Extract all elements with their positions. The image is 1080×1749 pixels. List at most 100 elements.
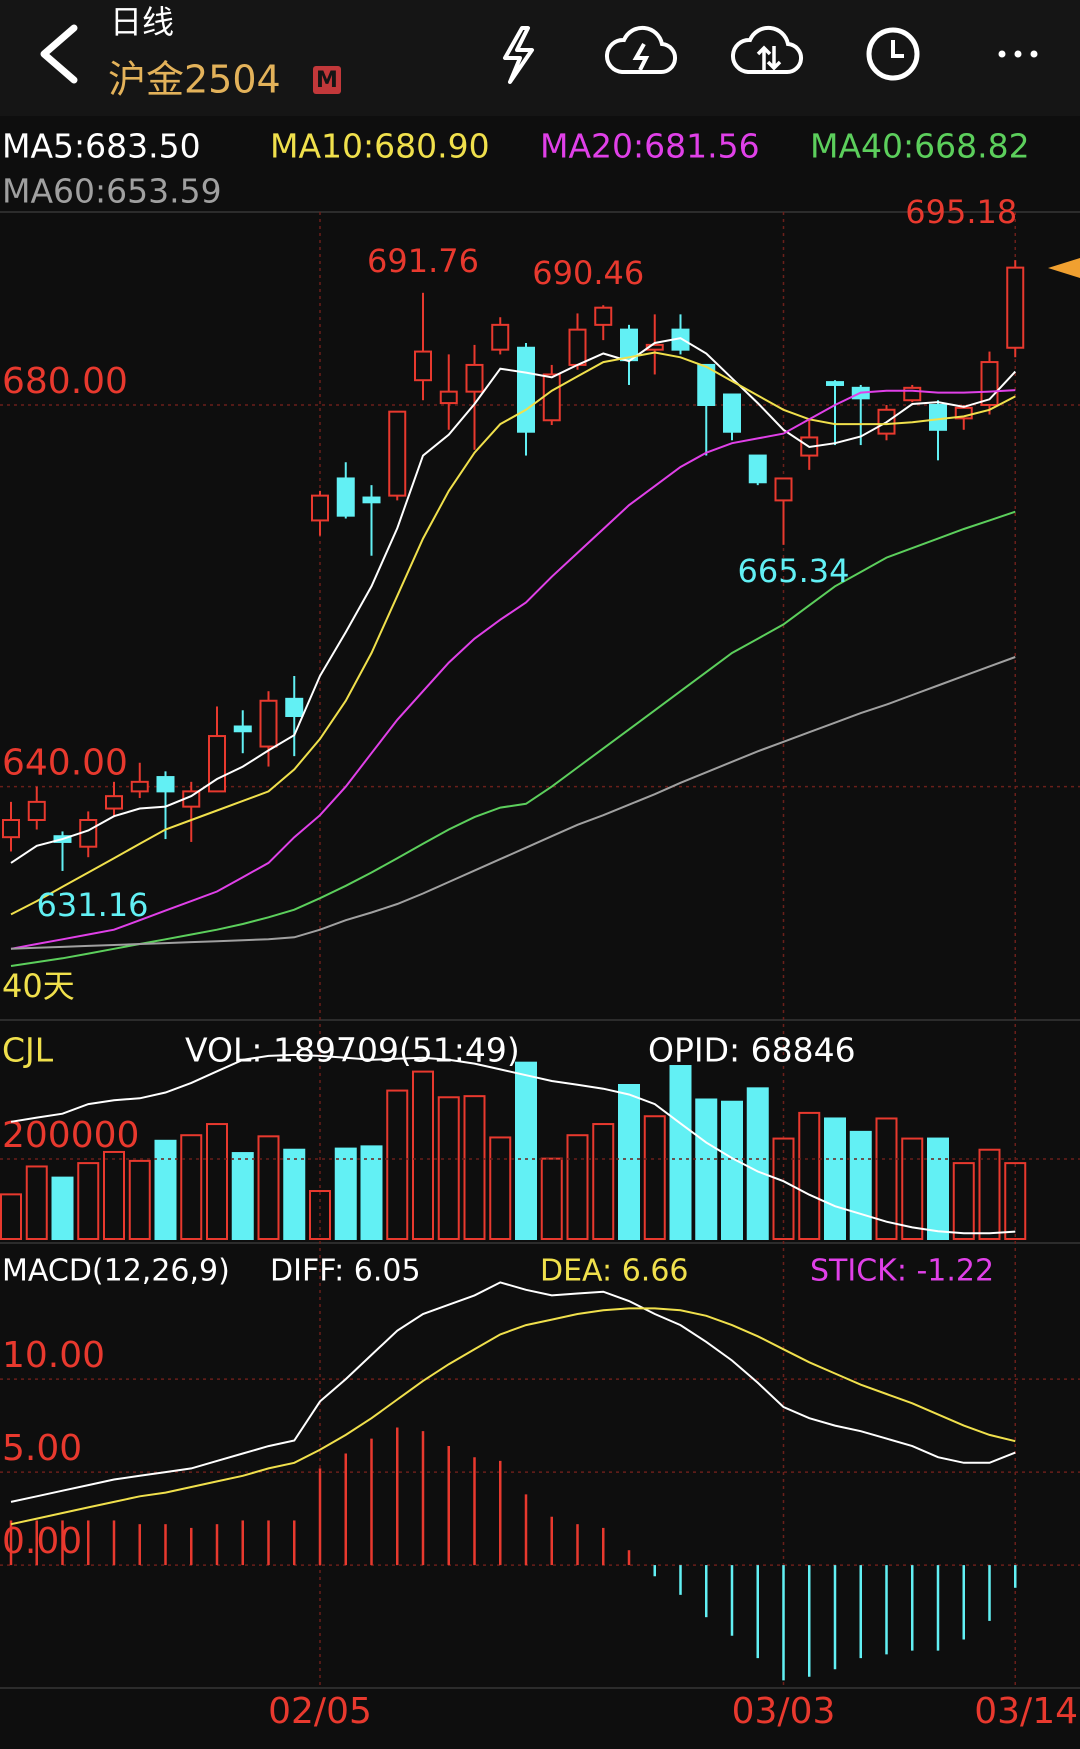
volume-bar bbox=[180, 1134, 203, 1241]
volume-bar bbox=[566, 1134, 589, 1241]
volume-bar bbox=[309, 1190, 331, 1240]
y-tick-label: 10.00 bbox=[2, 1335, 105, 1376]
candle-body bbox=[439, 390, 458, 405]
candle-body bbox=[568, 328, 587, 366]
clock-icon[interactable] bbox=[866, 27, 920, 81]
volume-bar bbox=[386, 1089, 409, 1241]
candle-body bbox=[388, 410, 407, 497]
volume-bar bbox=[51, 1176, 74, 1240]
volume-bar bbox=[1004, 1162, 1027, 1241]
volume-bar bbox=[952, 1162, 975, 1241]
candle-body bbox=[130, 780, 149, 793]
volume-bar bbox=[463, 1095, 486, 1240]
volume-bar bbox=[978, 1148, 1001, 1240]
price-annotation: 665.34 bbox=[738, 552, 850, 590]
y-tick-label: 5.00 bbox=[2, 1428, 82, 1469]
volume-bar bbox=[437, 1096, 460, 1240]
cloud-sync-icon[interactable] bbox=[731, 25, 804, 75]
volume-bar bbox=[334, 1147, 357, 1240]
back-button[interactable] bbox=[40, 24, 78, 84]
candle-body bbox=[285, 697, 304, 718]
badge: M bbox=[316, 68, 338, 93]
candle-body bbox=[1006, 266, 1025, 349]
volume-bar bbox=[540, 1157, 563, 1240]
clock-hands bbox=[891, 40, 904, 58]
volume-bar bbox=[231, 1152, 254, 1240]
more-dot[interactable] bbox=[998, 50, 1006, 58]
volume-bar bbox=[103, 1150, 125, 1241]
candle-body bbox=[156, 776, 175, 793]
legend-entry: MA5:683.50 bbox=[2, 127, 201, 166]
candle-body bbox=[2, 818, 20, 839]
volume-bar bbox=[798, 1111, 821, 1240]
legend-entry: STICK: -1.22 bbox=[810, 1254, 994, 1289]
flash-icon[interactable] bbox=[503, 26, 534, 84]
cloud-sync-arrows bbox=[756, 45, 782, 71]
volume-label: VOL: 189709(51:49) bbox=[185, 1031, 520, 1070]
volume-bar bbox=[25, 1165, 48, 1240]
volume-bar bbox=[283, 1148, 306, 1240]
series-line bbox=[10, 1307, 1016, 1526]
price-annotation: 631.16 bbox=[37, 886, 149, 924]
volume-bar bbox=[901, 1137, 924, 1241]
series-line bbox=[10, 337, 1017, 864]
candle-body bbox=[903, 386, 922, 402]
series-line bbox=[10, 656, 1016, 950]
candle-body bbox=[517, 346, 535, 433]
volume-bar bbox=[77, 1162, 100, 1241]
legend-entry: OPID: 68846 bbox=[648, 1031, 856, 1070]
candle-body bbox=[645, 343, 664, 351]
last-price-marker bbox=[1048, 258, 1080, 278]
x-tick-label: 02/05 bbox=[268, 1691, 372, 1732]
symbol[interactable]: 沪金2504 bbox=[108, 58, 281, 102]
volume-bar bbox=[515, 1061, 537, 1240]
legend-entry: DEA: 6.66 bbox=[540, 1254, 689, 1289]
volume-bar bbox=[360, 1145, 383, 1240]
price-annotation: 695.18 bbox=[905, 193, 1017, 231]
candle-body bbox=[465, 363, 484, 393]
more-dot[interactable] bbox=[1014, 50, 1022, 58]
volume-bar bbox=[206, 1123, 228, 1240]
series-line bbox=[10, 1053, 1016, 1235]
candle-body bbox=[748, 454, 767, 484]
volume-bar bbox=[772, 1137, 795, 1241]
volume-bar bbox=[927, 1137, 949, 1241]
cloud-flash-icon[interactable] bbox=[605, 25, 678, 75]
volume-bar bbox=[746, 1087, 769, 1240]
series-line bbox=[10, 510, 1016, 967]
period-title: 日线 bbox=[110, 3, 174, 41]
volume-bar bbox=[875, 1117, 898, 1241]
volume-bar bbox=[721, 1100, 743, 1241]
badge-box bbox=[313, 66, 341, 94]
volume-bar bbox=[643, 1115, 666, 1240]
x-tick-label: 03/14 bbox=[974, 1691, 1078, 1732]
price-annotation: 691.76 bbox=[367, 242, 479, 280]
panel-title: CJL bbox=[2, 1031, 54, 1070]
candle-body bbox=[414, 350, 432, 382]
candle-body bbox=[697, 363, 716, 406]
series-line bbox=[10, 389, 1016, 950]
y-tick-label: 200000 bbox=[2, 1115, 139, 1156]
volume-bar bbox=[592, 1123, 615, 1240]
legend-entry: MA10:680.90 bbox=[270, 127, 490, 166]
candle-body bbox=[826, 381, 844, 386]
cloud-flash-bolt bbox=[632, 43, 650, 71]
candle-body bbox=[723, 393, 741, 433]
candle-body bbox=[27, 800, 46, 821]
legend-entry: DIFF: 6.05 bbox=[270, 1254, 421, 1289]
more-dot[interactable] bbox=[1030, 50, 1038, 58]
candle-body bbox=[929, 403, 947, 431]
candle-body bbox=[542, 373, 561, 422]
volume-bar bbox=[154, 1139, 177, 1240]
y-tick-label: 680.00 bbox=[2, 361, 128, 402]
series-line bbox=[10, 1281, 1016, 1503]
y-tick-label: 0.00 bbox=[2, 1521, 82, 1562]
candle-body bbox=[233, 725, 252, 733]
y-tick-label: 640.00 bbox=[2, 743, 128, 784]
volume-bar bbox=[0, 1193, 22, 1240]
volume-bar bbox=[412, 1070, 434, 1240]
price-annotation: 690.46 bbox=[532, 254, 644, 292]
volume-bar bbox=[128, 1159, 151, 1241]
volume-bar bbox=[824, 1117, 846, 1241]
